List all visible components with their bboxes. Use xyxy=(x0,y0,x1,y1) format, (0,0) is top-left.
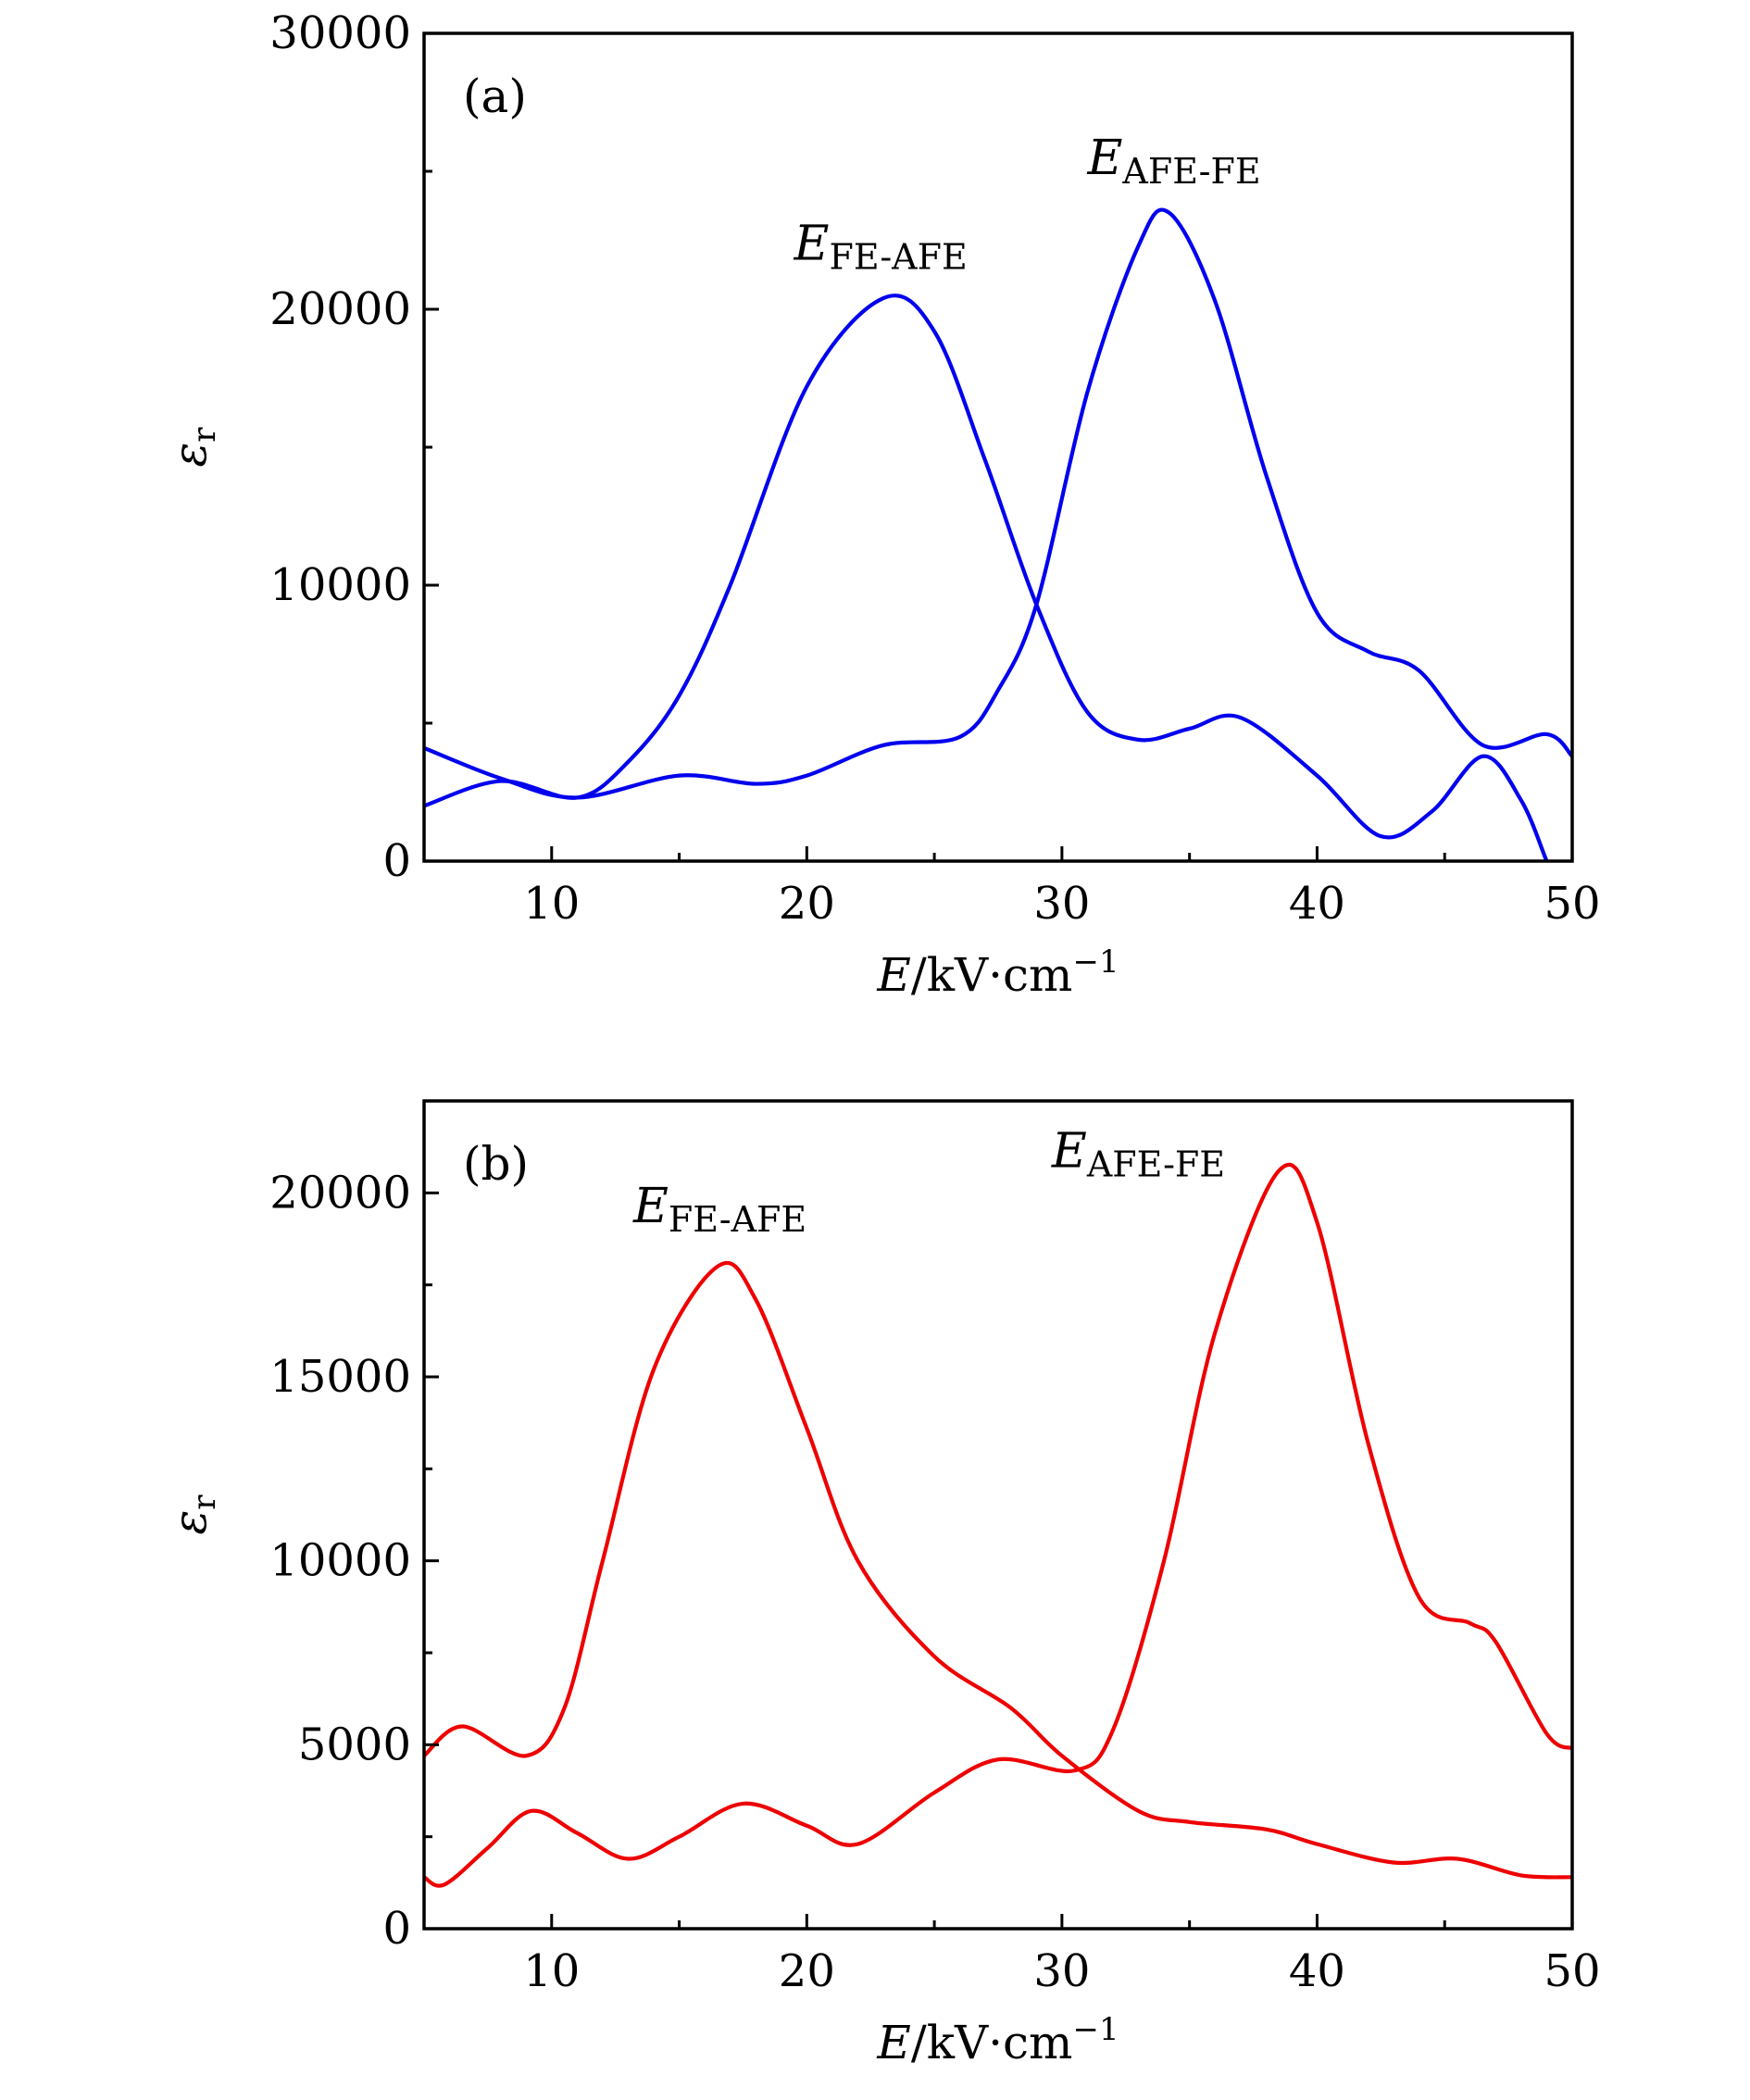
series-line-1 xyxy=(424,1260,1572,1880)
peak-annotation-1: EFE-AFE xyxy=(794,216,968,277)
peak-annotation-2: EAFE-FE xyxy=(1051,1124,1225,1185)
x-axis-label: E/kV·cm−1 xyxy=(876,2011,1119,2069)
y-tick-label: 30000 xyxy=(269,7,411,59)
peak-annotation-1: EFE-AFE xyxy=(632,1179,806,1240)
panel-label: (a) xyxy=(463,69,527,123)
peak-annotation-2: EAFE-FE xyxy=(1086,131,1260,192)
x-tick-label: 10 xyxy=(523,878,580,930)
panel-a: 10 20 30 40 50 0 10000 20000 30000 E/kV·cm−1 εr (a)… xyxy=(163,7,1601,1002)
series-line-2 xyxy=(424,207,1572,800)
x-tick-label: 50 xyxy=(1544,1945,1600,1997)
x-axis-label: E/kV·cm−1 xyxy=(876,944,1119,1002)
x-tick-label: 40 xyxy=(1289,1945,1345,1997)
x-tick-label: 30 xyxy=(1033,878,1090,930)
y-tick-label: 10000 xyxy=(269,559,411,611)
y-tick-label: 15000 xyxy=(269,1351,411,1403)
panel-b: 10 20 30 40 50 0 5000 10000 15000 20000 E/kV·cm−1 ε… xyxy=(163,1099,1601,2069)
y-tick-label: 20000 xyxy=(269,283,411,335)
y-tick-label: 10000 xyxy=(269,1535,411,1587)
plot-frame xyxy=(422,31,1574,863)
y-tick-label: 0 xyxy=(382,835,411,887)
x-tick-label: 20 xyxy=(779,878,835,930)
y-axis-label: εr xyxy=(163,427,223,468)
x-tick-label: 40 xyxy=(1289,878,1345,930)
x-tick-label: 50 xyxy=(1544,878,1600,930)
series-line-1 xyxy=(424,294,1549,861)
panel-label: (b) xyxy=(463,1137,529,1191)
y-tick-label: 0 xyxy=(382,1903,411,1955)
x-tick-label: 30 xyxy=(1033,1945,1090,1997)
series-line-2 xyxy=(424,1162,1572,1888)
y-tick-label: 5000 xyxy=(298,1719,411,1770)
x-tick-label: 20 xyxy=(779,1945,835,1997)
plot-frame xyxy=(422,1099,1574,1931)
x-tick-label: 10 xyxy=(523,1945,580,1997)
y-axis-label: εr xyxy=(163,1494,223,1535)
y-tick-label: 20000 xyxy=(269,1167,411,1219)
